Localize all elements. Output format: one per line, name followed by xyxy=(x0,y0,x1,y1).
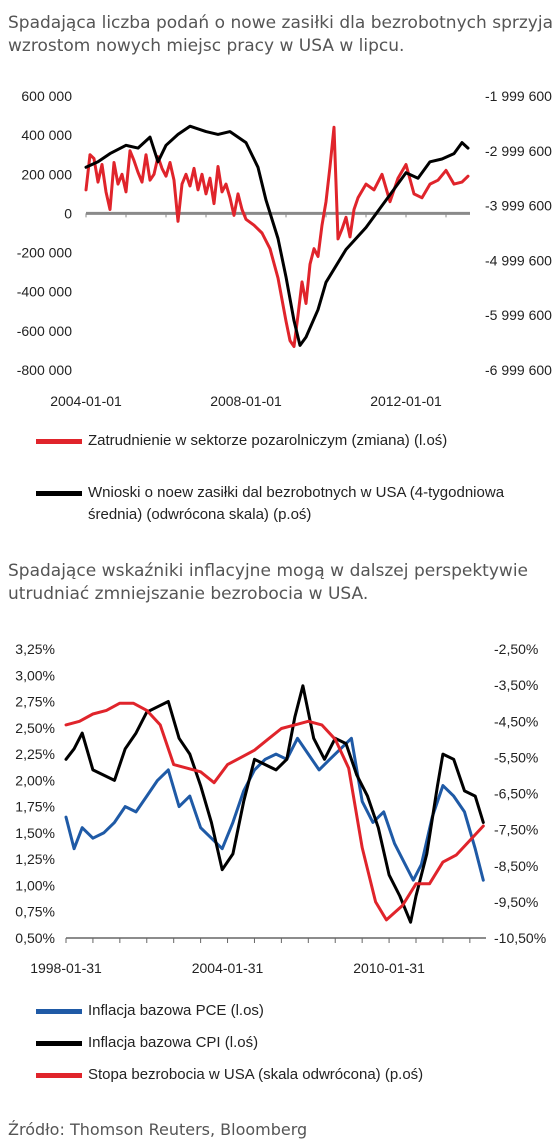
y-left-tick-label: 2,25% xyxy=(15,746,55,762)
y-left-tick-label: 400 000 xyxy=(21,127,72,143)
series-line-0 xyxy=(84,125,470,348)
y-left-tick-label: 0,75% xyxy=(15,904,55,920)
legend-entry: Inflacja bazowa CPI (l.oś) xyxy=(36,1032,551,1054)
y-left-tick-label: 1,50% xyxy=(15,825,55,841)
y-left-tick-label: 1,00% xyxy=(15,877,55,893)
legend-entry: Inflacja bazowa PCE (l.os) xyxy=(36,1000,551,1022)
y-left-tick-label: 1,75% xyxy=(15,799,55,815)
x-tick-label: 1998-01-31 xyxy=(30,960,102,976)
y-right-tick-label: -5,50% xyxy=(494,749,538,765)
legend-label: Stopa bezrobocia w USA (skala odwrócona)… xyxy=(88,1066,424,1083)
y-right-tick-label: -3 999 600 xyxy=(485,198,552,214)
y-right-tick-label: -1 999 600 xyxy=(485,88,552,104)
legend-entry: Zatrudnienie w sektorze pozarolniczym (z… xyxy=(36,430,551,452)
y-right-tick-label: -4,50% xyxy=(494,713,538,729)
legend-swatch-red xyxy=(36,439,82,444)
y-left-tick-label: 0,50% xyxy=(15,930,55,946)
chart2-svg: 3,25% 3,00% 2,75% 2,50% 2,25% 2,00% 1,75% 1,50%… xyxy=(15,641,546,976)
y-right-tick-label: -3,50% xyxy=(494,677,538,693)
y-right-tick-label: -9,50% xyxy=(494,894,538,910)
series-line-1 xyxy=(64,684,485,924)
x-tick-label: 2004-01-01 xyxy=(50,393,122,409)
y-right-tick-label: -4 999 600 xyxy=(485,252,552,268)
y-right-tick-label: -6 999 600 xyxy=(485,362,552,378)
y-left-tick-label: 3,00% xyxy=(15,667,55,683)
legend-label: Inflacja bazowa PCE (l.os) xyxy=(88,1002,264,1019)
legend-entry: Stopa bezrobocia w USA (skala odwrócona)… xyxy=(36,1064,551,1086)
series-line-0 xyxy=(64,736,485,882)
y-right-tick-label: -2,50% xyxy=(494,641,538,657)
legend-swatch-red xyxy=(36,1073,82,1078)
y-left-tick-label: 3,25% xyxy=(15,641,55,657)
y-right-tick-label: -7,50% xyxy=(494,822,538,838)
x-tick-label: 2008-01-01 xyxy=(210,393,282,409)
legend-swatch-black xyxy=(36,1041,82,1046)
chart2-title: Spadające wskaźniki inflacyjne mogą w da… xyxy=(8,561,528,604)
y-left-tick-label: 200 000 xyxy=(21,166,72,182)
x-tick-label: 2012-01-01 xyxy=(370,393,442,409)
x-tick-label: 2004-01-31 xyxy=(192,960,264,976)
y-left-tick-label: -400 000 xyxy=(17,284,72,300)
y-left-tick-label: 2,75% xyxy=(15,694,55,710)
legend-label: Wnioski o noew zasiłki dal bezrobotnych … xyxy=(88,484,505,523)
legend-label: Zatrudnienie w sektorze pozarolniczym (z… xyxy=(88,432,448,449)
y-left-tick-label: 2,50% xyxy=(15,720,55,736)
y-right-tick-label: -10,50% xyxy=(494,930,546,946)
legend-entry: Wnioski o noew zasiłki dal bezrobotnych … xyxy=(36,482,551,530)
legend-label: Inflacja bazowa CPI (l.oś) xyxy=(88,1034,259,1051)
y-right-tick-label: -6,50% xyxy=(494,786,538,802)
y-left-tick-label: 2,00% xyxy=(15,772,55,788)
y-right-tick-label: -5 999 600 xyxy=(485,307,552,323)
legend-swatch-blue xyxy=(36,1009,82,1014)
legend-swatch-black xyxy=(36,491,82,496)
y-left-tick-label: -800 000 xyxy=(17,362,72,378)
y-right-tick-label: -8,50% xyxy=(494,858,538,874)
series-line-2 xyxy=(64,701,485,922)
y-left-tick-label: 1,25% xyxy=(15,851,55,867)
y-left-tick-label: -200 000 xyxy=(17,245,72,261)
y-left-tick-label: 600 000 xyxy=(21,88,72,104)
source-note: Źródło: Thomson Reuters, Bloomberg xyxy=(8,1120,308,1139)
y-left-tick-label: 0 xyxy=(64,205,72,221)
series-line-1 xyxy=(84,124,470,347)
x-tick-label: 2010-01-31 xyxy=(353,960,425,976)
y-left-tick-label: -600 000 xyxy=(17,323,72,339)
chart1-title: Spadająca liczba podań o nowe zasiłki dl… xyxy=(8,13,553,56)
y-right-tick-label: -2 999 600 xyxy=(485,143,552,159)
chart1-svg: 600 000 400 000 200 000 0 -200 000 -400 000 -6… xyxy=(17,88,552,409)
